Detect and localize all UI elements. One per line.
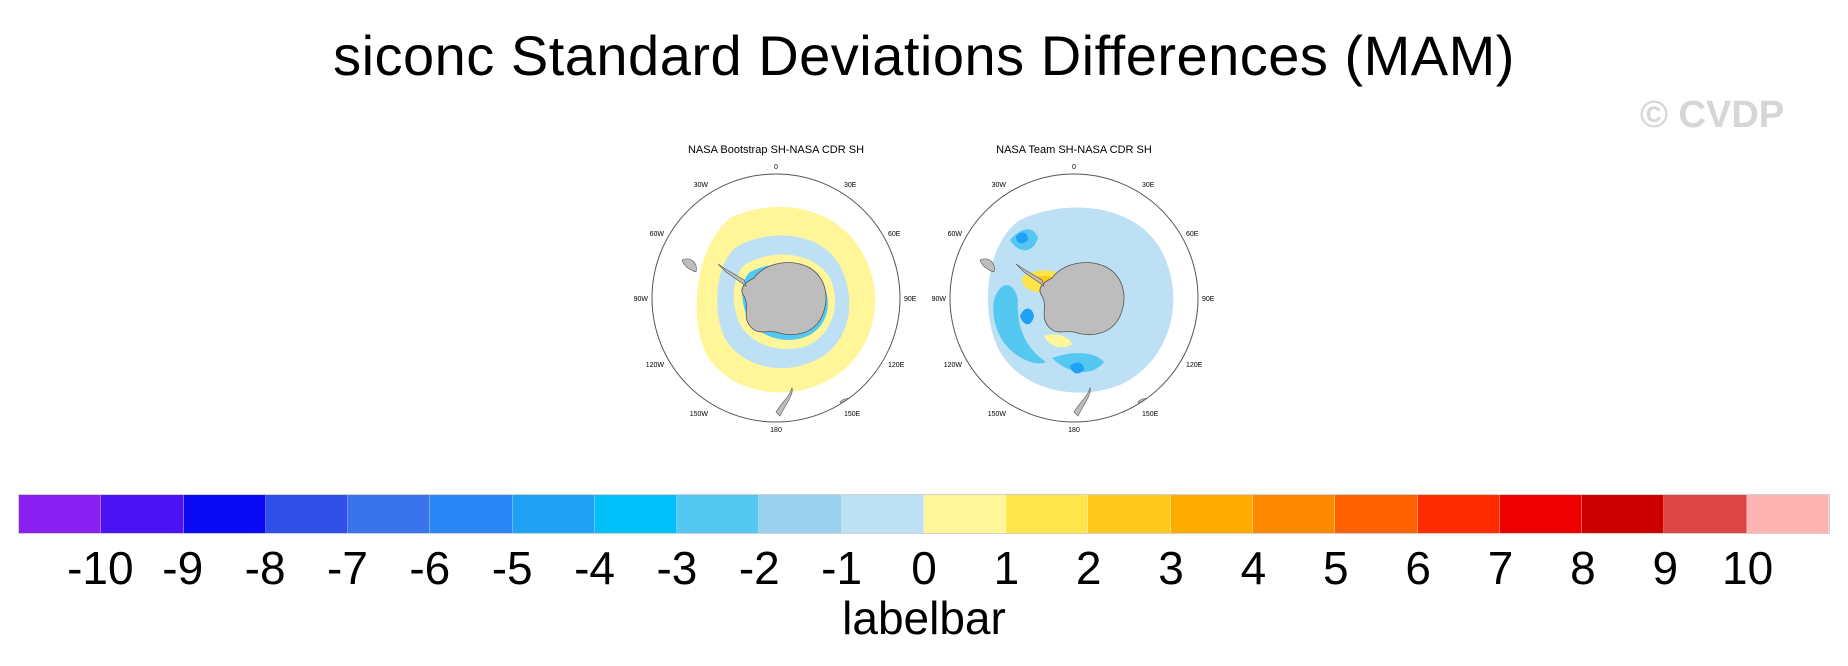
labelbar-color-box — [1664, 495, 1747, 533]
new-zealand — [1073, 386, 1091, 417]
labelbar-color-box — [183, 495, 266, 533]
negative-anomaly-core — [1016, 232, 1028, 244]
negative-anomaly-core — [1020, 308, 1034, 325]
lon-label: 180 — [770, 427, 782, 434]
antarctic-peninsula — [1015, 263, 1045, 287]
antarctica-continent — [741, 262, 827, 335]
labelbar-tick: 2 — [1075, 542, 1102, 594]
map-panel-nasa-bootstrap: NASA Bootstrap SH-NASA CDR SH — [626, 140, 926, 440]
labelbar-color-box — [1088, 495, 1171, 533]
labelbar-tick: 4 — [1240, 542, 1267, 594]
lon-label: 150W — [690, 411, 709, 418]
map-boundary — [949, 173, 1199, 423]
labelbar-color-box — [265, 495, 349, 533]
lon-label: 90E — [904, 296, 917, 303]
polar-map: 0 30E 60E 90E 120E 150E 180 150W 120W 90… — [634, 164, 917, 434]
lon-label: 150E — [1142, 411, 1159, 418]
labelbar-tick: 5 — [1323, 542, 1349, 594]
figure-title: siconc Standard Deviations Differences (… — [333, 24, 1515, 87]
lon-label: 60W — [948, 231, 963, 238]
labelbar-color-box — [1335, 495, 1418, 533]
lon-label: 90W — [634, 296, 649, 303]
map-panel-nasa-team: NASA Team SH-NASA CDR SH — [924, 140, 1224, 440]
labelbar-tick: -7 — [327, 542, 368, 594]
lon-label: 30E — [1142, 182, 1155, 189]
lon-label: 90E — [1202, 296, 1215, 303]
lon-label: 120W — [944, 362, 963, 369]
labelbar-color-box — [512, 495, 595, 533]
lon-label: 60W — [650, 231, 665, 238]
labelbar-tick: -8 — [244, 542, 286, 594]
lon-label: 150E — [844, 411, 861, 418]
labelbar-tick: 3 — [1158, 542, 1184, 594]
labelbar-color-box — [923, 495, 1007, 533]
labelbar-color-box — [1746, 495, 1829, 533]
labelbar-color-box — [430, 495, 513, 533]
labelbar-tick: 6 — [1405, 542, 1431, 594]
lon-label: 120E — [888, 362, 905, 369]
lon-label: 0 — [774, 164, 778, 171]
lon-label: 0 — [1072, 164, 1076, 171]
labelbar-tick-labels: -10 -9 -8 -7 -6 -5 -4 -3 -2 -1 0 1 2 3 4 5 6 7 8 9 10 — [18, 540, 1830, 596]
labelbar-tick: -10 — [67, 542, 134, 594]
labelbar-tick: -1 — [821, 542, 863, 594]
labelbar-tick: 8 — [1570, 542, 1596, 594]
negative-anomaly-patch — [993, 285, 1046, 364]
lon-label: 120E — [1186, 362, 1203, 369]
positive-anomaly-patch — [1044, 334, 1072, 348]
labelbar-color-box — [1582, 495, 1665, 533]
south-america-tip — [979, 258, 995, 273]
labelbar-tick: -5 — [491, 542, 533, 594]
labelbar-title: labelbar — [842, 592, 1006, 644]
lon-label: 60E — [1186, 231, 1199, 238]
labelbar-color-box — [101, 495, 184, 533]
lon-label: 30E — [844, 182, 857, 189]
negative-anomaly-core — [1070, 362, 1084, 374]
labelbar-color-box — [1417, 495, 1500, 533]
color-labelbar — [18, 494, 1830, 534]
labelbar-color-box — [677, 495, 760, 533]
labelbar-color-box — [348, 495, 431, 533]
cvdp-watermark: © CVDP — [1640, 94, 1785, 136]
labelbar-color-box — [759, 495, 842, 533]
lon-label: 120W — [646, 362, 665, 369]
map-boundary — [651, 173, 901, 423]
labelbar-color-box — [841, 495, 924, 533]
panel-title: NASA Team SH-NASA CDR SH — [996, 144, 1152, 156]
labelbar-color-box — [1006, 495, 1089, 533]
labelbar-color-box — [594, 495, 678, 533]
polar-map: 0 30E 60E 90E 120E 150E 180 150W 120W 90… — [932, 164, 1215, 434]
labelbar-tick: -6 — [409, 542, 451, 594]
lon-label: 30W — [992, 182, 1007, 189]
labelbar-tick: 1 — [993, 542, 1020, 594]
labelbar-color-box — [1170, 495, 1253, 533]
lon-label: 60E — [888, 231, 901, 238]
labelbar-color-box — [1499, 495, 1583, 533]
labelbar-tick: 7 — [1487, 542, 1514, 594]
antarctic-peninsula — [717, 263, 747, 287]
new-zealand — [775, 386, 793, 417]
labelbar-tick: -9 — [162, 542, 204, 594]
lon-label: 180 — [1068, 427, 1080, 434]
labelbar-tick: 0 — [911, 542, 937, 594]
labelbar-tick: 9 — [1652, 542, 1679, 594]
antarctica-continent — [1039, 262, 1125, 335]
labelbar-tick: -3 — [656, 542, 698, 594]
labelbar-color-box — [1252, 495, 1336, 533]
labelbar-tick: -2 — [738, 542, 780, 594]
south-america-tip — [681, 258, 697, 273]
lon-label: 90W — [932, 296, 947, 303]
labelbar-tick: 10 — [1722, 542, 1774, 594]
panel-title: NASA Bootstrap SH-NASA CDR SH — [687, 144, 865, 156]
lon-label: 150W — [988, 411, 1007, 418]
lon-label: 30W — [694, 182, 709, 189]
labelbar-color-box — [19, 495, 102, 533]
labelbar-tick: -4 — [574, 542, 615, 594]
